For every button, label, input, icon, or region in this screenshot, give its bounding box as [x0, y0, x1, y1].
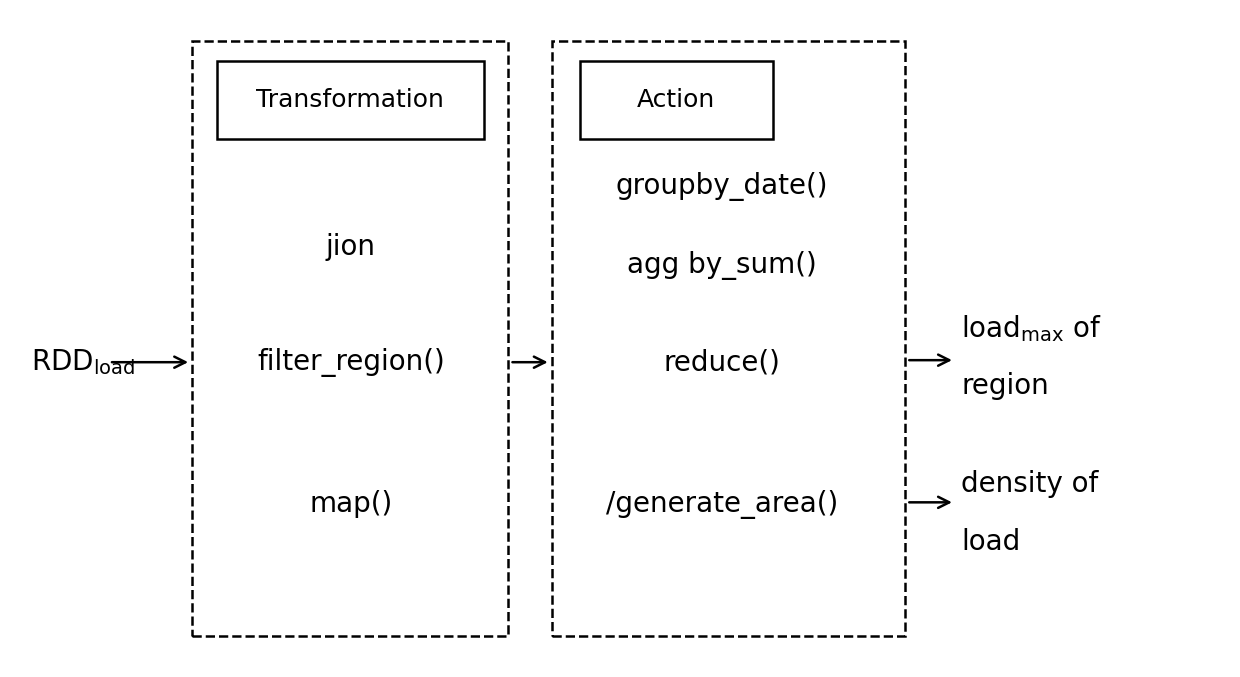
Text: RDD$_{\mathregular{load}}$: RDD$_{\mathregular{load}}$ [31, 347, 135, 377]
Text: /generate_area(): /generate_area() [605, 490, 838, 519]
Bar [192, 41, 508, 636]
Bar [580, 61, 773, 139]
Bar [552, 41, 905, 636]
Text: jion: jion [326, 233, 376, 261]
Text: agg by_sum(): agg by_sum() [626, 251, 817, 280]
Text: filter_region(): filter_region() [257, 348, 445, 376]
Text: density of: density of [961, 470, 1099, 498]
Text: groupby_date(): groupby_date() [615, 172, 828, 200]
Text: load: load [961, 527, 1021, 556]
Bar [217, 61, 484, 139]
Text: load$_{\mathregular{max}}$ of: load$_{\mathregular{max}}$ of [961, 313, 1102, 344]
Text: Transformation: Transformation [257, 88, 444, 112]
Text: Action: Action [637, 88, 715, 112]
Text: region: region [961, 372, 1049, 400]
Text: reduce(): reduce() [663, 348, 780, 376]
Text: map(): map() [309, 490, 393, 519]
